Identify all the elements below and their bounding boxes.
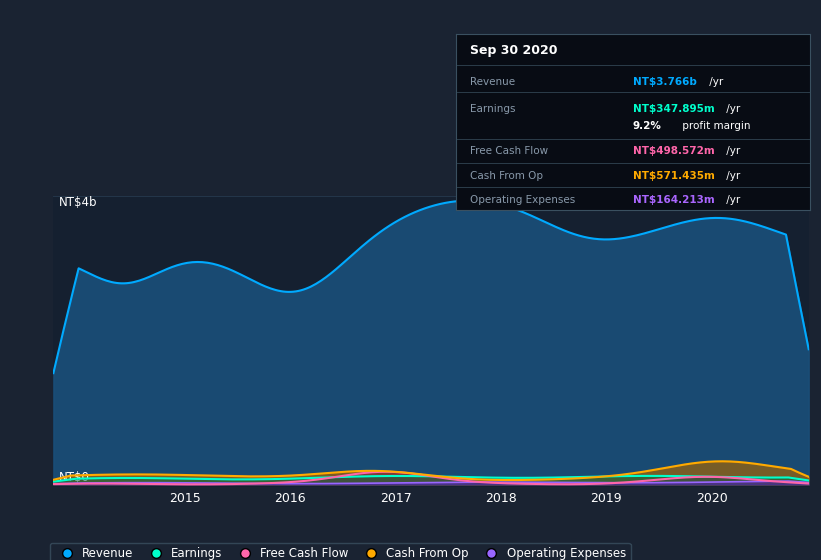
Text: profit margin: profit margin xyxy=(679,121,750,131)
Text: Operating Expenses: Operating Expenses xyxy=(470,195,575,206)
Text: NT$4b: NT$4b xyxy=(58,196,97,209)
Text: NT$571.435m: NT$571.435m xyxy=(633,171,715,181)
Text: /yr: /yr xyxy=(722,171,740,181)
Text: Revenue: Revenue xyxy=(470,77,515,87)
Text: /yr: /yr xyxy=(706,77,723,87)
Text: /yr: /yr xyxy=(722,195,740,206)
Text: NT$3.766b: NT$3.766b xyxy=(633,77,697,87)
Text: Free Cash Flow: Free Cash Flow xyxy=(470,146,548,156)
Text: /yr: /yr xyxy=(722,146,740,156)
Text: NT$164.213m: NT$164.213m xyxy=(633,195,715,206)
Text: /yr: /yr xyxy=(722,104,740,114)
Text: 9.2%: 9.2% xyxy=(633,121,662,131)
Legend: Revenue, Earnings, Free Cash Flow, Cash From Op, Operating Expenses: Revenue, Earnings, Free Cash Flow, Cash … xyxy=(50,543,631,560)
Text: NT$498.572m: NT$498.572m xyxy=(633,146,715,156)
Text: Cash From Op: Cash From Op xyxy=(470,171,543,181)
Text: NT$0: NT$0 xyxy=(58,470,89,484)
Text: Earnings: Earnings xyxy=(470,104,516,114)
Text: Sep 30 2020: Sep 30 2020 xyxy=(470,44,557,57)
Text: NT$347.895m: NT$347.895m xyxy=(633,104,715,114)
